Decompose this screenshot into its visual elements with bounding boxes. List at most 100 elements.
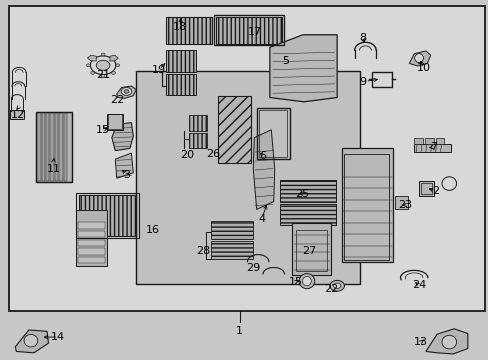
Bar xyxy=(136,71,359,284)
Text: 6: 6 xyxy=(259,150,266,161)
Polygon shape xyxy=(408,51,430,66)
Bar xyxy=(211,221,252,239)
Bar xyxy=(371,72,391,87)
Polygon shape xyxy=(110,55,118,61)
Bar xyxy=(36,112,72,182)
Text: 22: 22 xyxy=(110,95,124,105)
Ellipse shape xyxy=(121,87,132,95)
Text: 29: 29 xyxy=(245,263,260,273)
Text: 21: 21 xyxy=(96,70,110,80)
Bar xyxy=(292,223,330,275)
Ellipse shape xyxy=(111,56,115,59)
Bar xyxy=(259,110,287,157)
Bar xyxy=(394,196,407,209)
Ellipse shape xyxy=(299,274,314,289)
Bar xyxy=(46,113,49,181)
Bar xyxy=(79,195,136,235)
Ellipse shape xyxy=(116,64,120,67)
Polygon shape xyxy=(115,153,133,178)
Bar xyxy=(256,108,289,159)
Text: 17: 17 xyxy=(247,27,262,37)
Bar xyxy=(218,96,251,163)
Polygon shape xyxy=(253,130,274,210)
Bar xyxy=(9,6,484,311)
Polygon shape xyxy=(112,123,133,150)
Bar xyxy=(211,241,252,259)
Bar xyxy=(214,15,284,45)
Text: 5: 5 xyxy=(282,56,289,66)
Polygon shape xyxy=(87,55,96,61)
Bar xyxy=(76,193,139,238)
Bar xyxy=(50,113,54,181)
Bar xyxy=(59,113,62,181)
Text: 7: 7 xyxy=(429,142,436,152)
Polygon shape xyxy=(269,35,336,102)
Text: 15: 15 xyxy=(288,277,302,287)
Bar xyxy=(37,113,41,181)
Bar xyxy=(435,138,444,144)
Bar xyxy=(78,222,104,229)
Bar xyxy=(188,133,207,148)
Text: 3: 3 xyxy=(123,170,130,180)
Bar xyxy=(41,113,45,181)
Ellipse shape xyxy=(91,56,95,59)
Bar xyxy=(63,113,67,181)
Text: 16: 16 xyxy=(145,225,160,235)
Bar xyxy=(413,138,422,144)
Text: 24: 24 xyxy=(411,280,426,291)
Bar xyxy=(279,180,335,202)
Bar xyxy=(295,230,327,271)
Bar xyxy=(166,50,195,72)
Ellipse shape xyxy=(101,53,105,56)
Text: 19: 19 xyxy=(152,64,166,75)
Bar xyxy=(78,257,104,263)
Text: 23: 23 xyxy=(398,200,412,210)
Bar xyxy=(36,112,72,182)
Bar xyxy=(165,17,211,44)
Bar xyxy=(216,17,282,44)
Ellipse shape xyxy=(91,71,95,74)
Text: 28: 28 xyxy=(196,246,210,256)
Text: 15: 15 xyxy=(96,125,110,135)
Ellipse shape xyxy=(441,335,456,349)
Ellipse shape xyxy=(86,64,90,67)
Bar xyxy=(344,154,388,260)
Bar xyxy=(10,110,24,119)
Text: 8: 8 xyxy=(358,33,366,43)
Bar xyxy=(188,116,207,131)
Bar xyxy=(418,181,433,196)
Ellipse shape xyxy=(124,90,129,93)
Polygon shape xyxy=(425,329,467,354)
Text: 20: 20 xyxy=(180,150,194,160)
Text: 22: 22 xyxy=(324,284,338,294)
Ellipse shape xyxy=(329,280,344,291)
Bar xyxy=(413,144,450,152)
Text: 11: 11 xyxy=(46,164,60,174)
Bar xyxy=(78,248,104,255)
Ellipse shape xyxy=(111,71,115,74)
Bar xyxy=(279,204,335,225)
Bar xyxy=(341,148,392,262)
Bar xyxy=(108,114,122,129)
Bar xyxy=(420,183,431,194)
Bar xyxy=(78,239,104,246)
Text: 9: 9 xyxy=(358,77,366,87)
Text: 18: 18 xyxy=(173,22,187,32)
Bar xyxy=(78,231,104,237)
Text: 26: 26 xyxy=(205,149,220,159)
Text: 14: 14 xyxy=(51,332,65,342)
Ellipse shape xyxy=(90,56,116,75)
Text: 4: 4 xyxy=(258,214,264,224)
Ellipse shape xyxy=(441,177,456,190)
Bar xyxy=(166,74,195,95)
Text: 10: 10 xyxy=(416,63,430,73)
Text: 25: 25 xyxy=(294,189,308,199)
Bar xyxy=(107,114,122,130)
Bar xyxy=(76,211,106,266)
Text: 27: 27 xyxy=(301,246,315,256)
Polygon shape xyxy=(117,86,136,98)
Ellipse shape xyxy=(101,75,105,77)
Bar xyxy=(424,138,433,144)
Ellipse shape xyxy=(24,334,38,347)
Polygon shape xyxy=(15,330,48,353)
